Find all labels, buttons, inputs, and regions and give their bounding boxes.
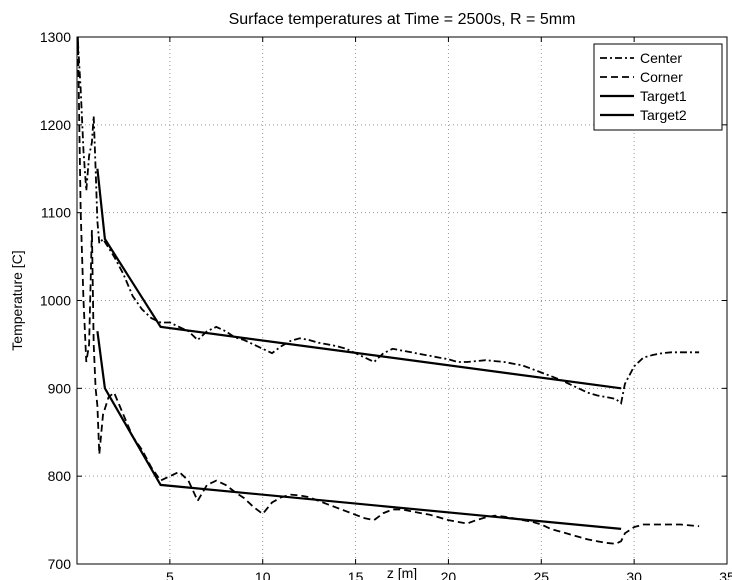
series-line-target1 xyxy=(96,168,622,390)
x-tick-label: 5 xyxy=(166,569,174,580)
chart-title: Surface temperatures at Time = 2500s, R … xyxy=(229,11,576,28)
legend-label-target2: Target2 xyxy=(640,107,687,123)
y-tick-label: 1200 xyxy=(40,117,71,133)
x-axis-label: z [m] xyxy=(387,565,417,580)
y-tick-label: 900 xyxy=(48,380,72,396)
x-tick-label: 15 xyxy=(348,569,364,580)
tick-layer: 5 10 15 20 25 30 35 700 800 900 1000 1100 1200 1300 xyxy=(40,29,732,580)
y-tick-label: 1000 xyxy=(40,293,71,309)
y-tick-label: 800 xyxy=(48,468,72,484)
y-tick-label: 1100 xyxy=(41,205,71,221)
legend-label-target1: Target1 xyxy=(640,88,687,104)
legend-label-corner: Corner xyxy=(640,69,683,85)
legend: Center Corner Target1 Target2 xyxy=(593,43,723,131)
x-tick-label: 35 xyxy=(719,569,732,580)
y-tick-label: 1300 xyxy=(40,29,71,45)
series-line-corner xyxy=(77,36,700,545)
grid-layer xyxy=(77,37,727,564)
y-axis-label: Temperature [C] xyxy=(9,250,25,350)
y-tick-label: 700 xyxy=(48,556,72,572)
legend-label-center: Center xyxy=(640,50,682,66)
x-tick-label: 25 xyxy=(533,569,549,580)
x-tick-label: 10 xyxy=(255,569,271,580)
x-tick-label: 20 xyxy=(441,569,457,580)
series-line-target2 xyxy=(96,331,622,530)
x-tick-label: 30 xyxy=(626,569,642,580)
series-layer xyxy=(77,36,700,545)
